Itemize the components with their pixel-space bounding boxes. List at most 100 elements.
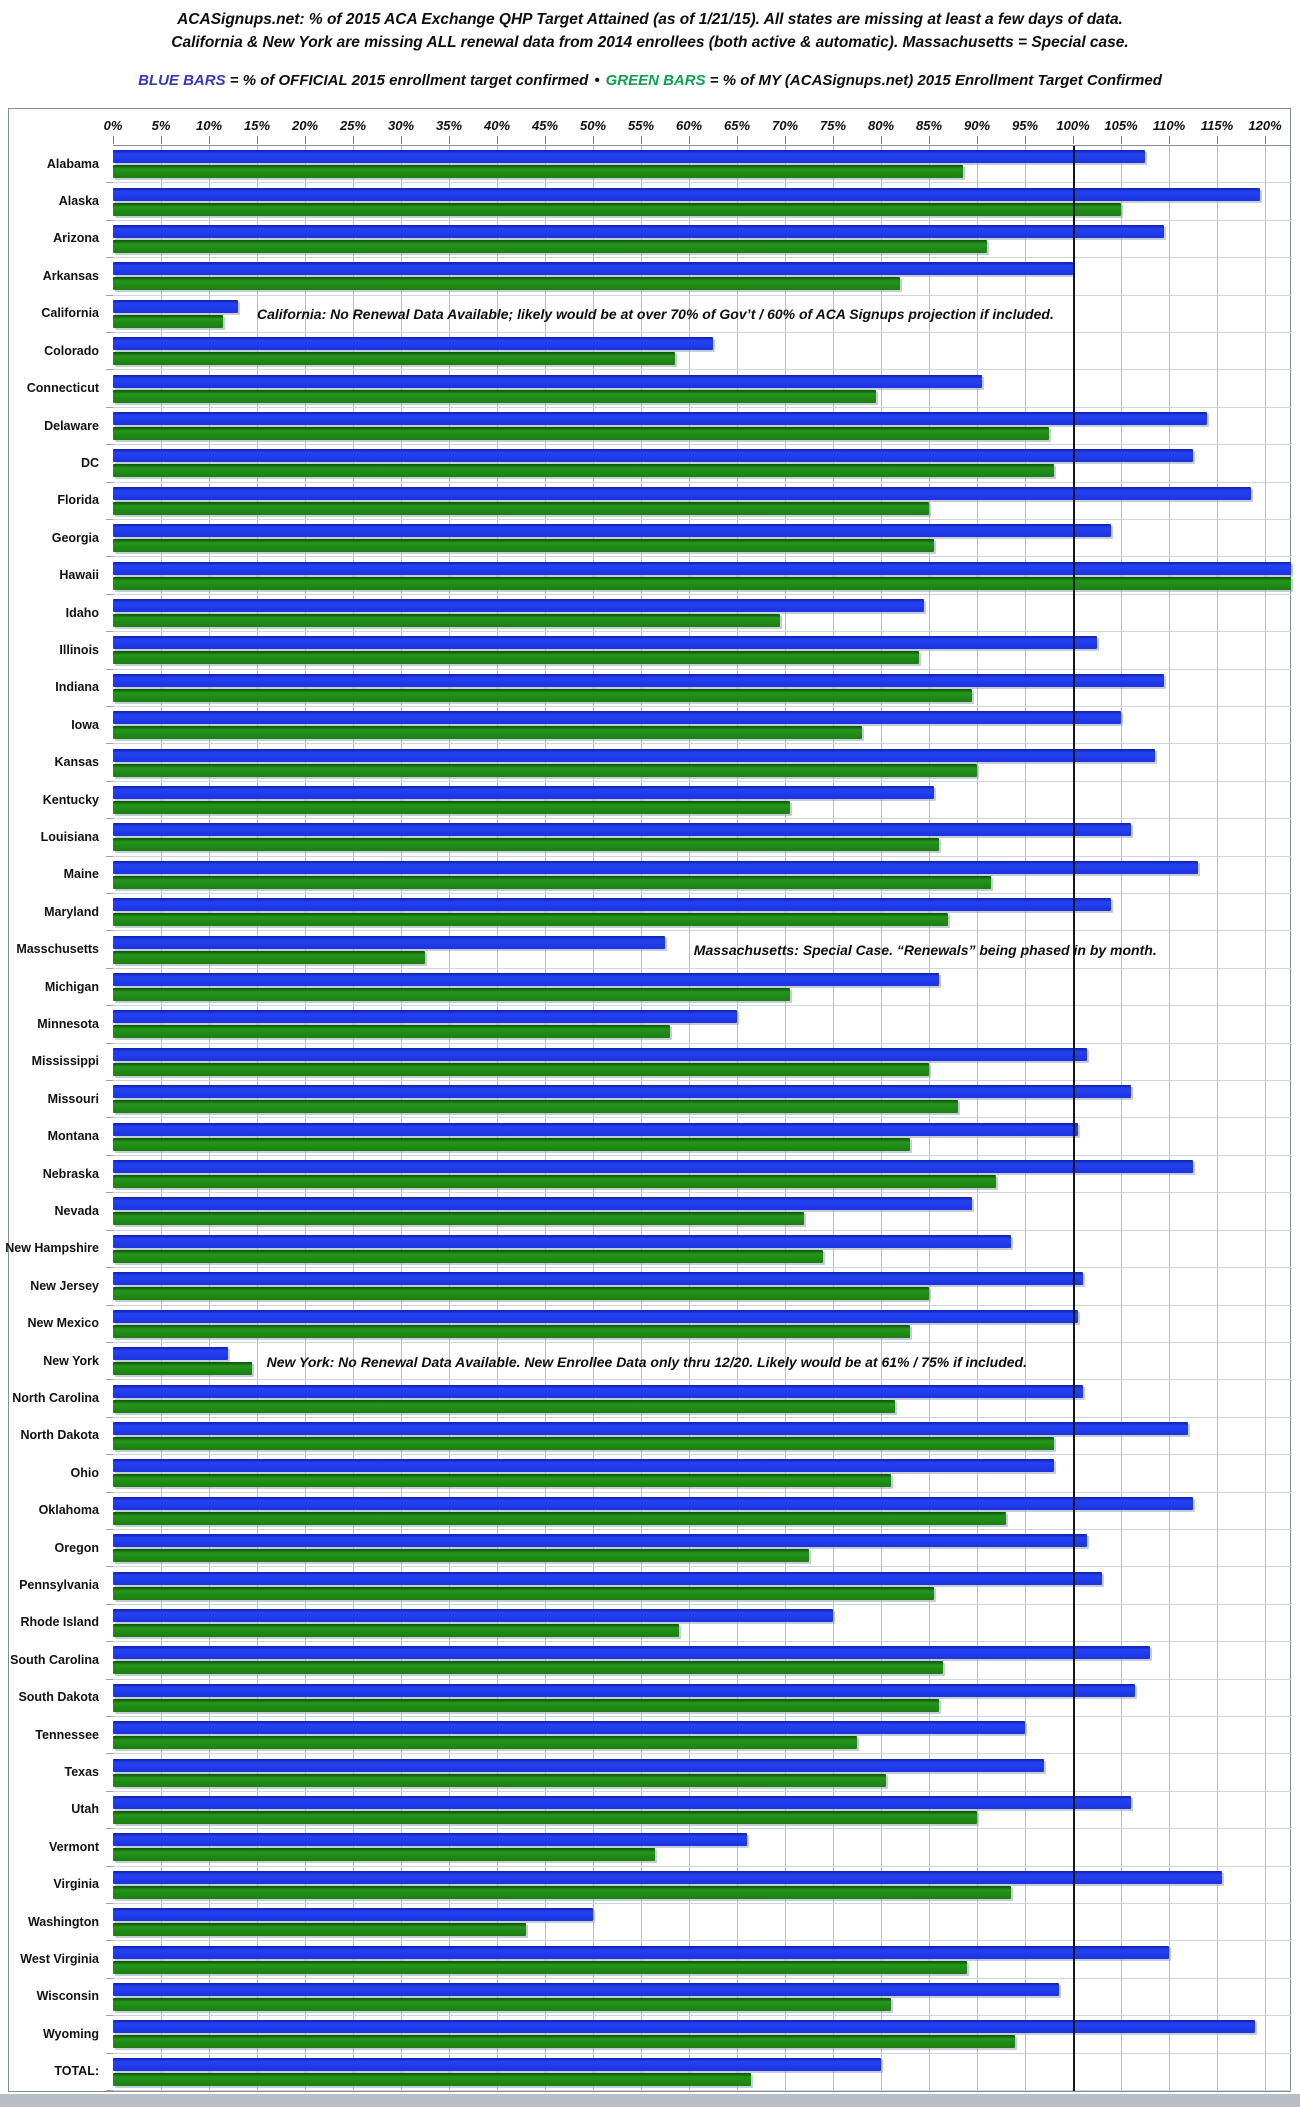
official-target-bar — [113, 412, 1208, 425]
x-axis-tick-mark — [593, 136, 594, 144]
x-axis-tick-mark — [881, 136, 882, 144]
acasignups-target-bar — [113, 427, 1049, 440]
state-label: Nevada — [54, 1203, 99, 1218]
acasignups-target-bar — [113, 1511, 1006, 1525]
state-label: TOTAL: — [54, 2064, 99, 2079]
gridline — [1025, 146, 1026, 2091]
acasignups-target-bar — [113, 165, 963, 179]
x-axis-tick-label: 25% — [339, 118, 367, 133]
state-row — [106, 1829, 1291, 1867]
gridline — [209, 146, 210, 2091]
state-label: Georgia — [51, 530, 99, 545]
official-target-bar — [113, 337, 713, 351]
official-target-bar — [113, 1122, 1078, 1136]
official-target-bar — [113, 636, 1097, 650]
official-target-bar — [113, 1870, 1222, 1884]
official-target-bar — [113, 1047, 1088, 1061]
official-target-bar — [113, 748, 1155, 762]
acasignups-target-bar — [113, 1923, 526, 1937]
x-axis-tick-mark — [1265, 136, 1266, 144]
chart-area: California: No Renewal Data Available; l… — [5, 108, 1291, 2092]
x-axis-tick-label: 120% — [1248, 118, 1282, 133]
acasignups-target-bar — [113, 651, 920, 665]
x-axis-tick-mark — [641, 136, 642, 144]
state-label: Idaho — [65, 605, 99, 620]
state-row — [106, 1941, 1291, 1980]
state-label: DC — [80, 455, 99, 470]
x-axis-tick-mark — [1121, 136, 1122, 144]
official-target-bar — [113, 1795, 1131, 1809]
official-target-bar — [113, 1908, 593, 1922]
acasignups-target-bar — [113, 1623, 680, 1637]
acasignups-target-bar — [113, 1773, 886, 1787]
chart-title: ACASignups.net: % of 2015 ACA Exchange Q… — [0, 8, 1300, 54]
legend-green-label: GREEN BARS — [605, 72, 706, 89]
gridline — [1217, 146, 1218, 2091]
official-target-bar — [113, 1721, 1025, 1735]
state-label: Michigan — [44, 979, 99, 994]
x-axis-tick-label: 85% — [915, 118, 943, 133]
gridline — [785, 146, 786, 2091]
state-label: Masschusetts — [16, 942, 99, 957]
x-axis-tick-mark — [1025, 136, 1026, 144]
state-row — [106, 1867, 1291, 1905]
acasignups-target-bar — [113, 1175, 997, 1189]
state-label: Alaska — [58, 194, 99, 209]
state-label: New Jersey — [30, 1278, 99, 1293]
acasignups-target-bar — [113, 1362, 253, 1376]
state-row — [106, 445, 1291, 484]
state-row — [106, 1979, 1291, 2017]
state-label: Arkansas — [42, 268, 99, 283]
x-axis-tick-mark — [353, 136, 354, 144]
acasignups-target-bar — [113, 763, 977, 777]
state-label: Nebraska — [42, 1166, 99, 1181]
official-target-bar — [113, 299, 238, 313]
acasignups-target-bar — [113, 539, 934, 553]
state-label: Oregon — [54, 1540, 99, 1555]
official-target-bar — [113, 150, 1145, 164]
state-label: Connecticut — [26, 381, 99, 396]
x-axis-tick-mark — [1217, 136, 1218, 144]
state-row — [106, 969, 1291, 1007]
state-row — [106, 1455, 1291, 1493]
acasignups-target-bar — [113, 950, 425, 964]
state-row — [106, 1231, 1291, 1269]
x-axis-tick-label: 10% — [195, 118, 223, 133]
legend: BLUE BARS = % of OFFICIAL 2015 enrollmen… — [0, 72, 1300, 89]
official-target-bar — [113, 1646, 1150, 1660]
bottom-window-strip — [0, 2094, 1300, 2107]
acasignups-target-bar — [113, 1287, 929, 1301]
state-label: Alabama — [46, 156, 99, 171]
official-target-bar — [113, 711, 1121, 725]
official-target-bar — [113, 1758, 1045, 1772]
legend-bullet: • — [594, 72, 600, 89]
acasignups-target-bar — [113, 1436, 1054, 1450]
acasignups-target-bar — [113, 352, 675, 366]
official-target-bar — [113, 898, 1112, 912]
state-row — [106, 670, 1291, 708]
state-row — [106, 1306, 1291, 1344]
gridline — [305, 146, 306, 2091]
x-axis-tick-label: 75% — [819, 118, 847, 133]
official-target-bar — [113, 2057, 881, 2071]
official-target-bar — [113, 262, 1073, 276]
state-label: Washington — [27, 1914, 99, 1929]
acasignups-target-bar — [113, 988, 790, 1002]
acasignups-target-bar — [113, 1025, 670, 1039]
state-row — [106, 1119, 1291, 1157]
state-row — [106, 1006, 1291, 1045]
x-axis-tick-mark — [161, 136, 162, 144]
state-row — [106, 1343, 1291, 1381]
state-label: New York — [43, 1353, 99, 1368]
state-row — [106, 1567, 1291, 1606]
state-label: Wyoming — [42, 2026, 99, 2041]
acasignups-target-bar — [113, 801, 790, 815]
legend-blue-text: = % of OFFICIAL 2015 enrollment target c… — [225, 72, 589, 89]
state-row — [106, 1717, 1291, 1755]
gridline — [401, 146, 402, 2091]
x-axis-tick-label: 30% — [387, 118, 415, 133]
official-target-bar — [113, 561, 1291, 575]
x-axis-tick-label: 20% — [291, 118, 319, 133]
acasignups-target-bar — [113, 1997, 891, 2011]
